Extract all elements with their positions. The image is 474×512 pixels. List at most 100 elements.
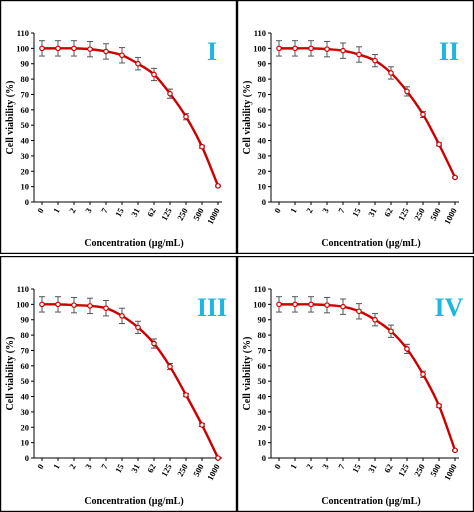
y-tick-label: 70: [258, 345, 267, 355]
data-point: [292, 45, 298, 52]
x-tick-label: 0: [35, 462, 46, 470]
y-tick-label: 70: [21, 89, 30, 99]
y-tick-label: 40: [258, 136, 267, 146]
data-point: [39, 45, 45, 52]
data-point: [167, 363, 173, 370]
x-tick-label: 7: [336, 206, 347, 215]
data-point: [87, 46, 93, 52]
x-axis-title: Concentration (µg/mL): [321, 496, 420, 507]
y-tick-label: 50: [21, 120, 30, 130]
x-tick-label: 125: [159, 206, 174, 222]
x-tick-label: 15: [113, 462, 126, 474]
y-tick-label: 80: [21, 74, 30, 84]
series-line-1: [40, 47, 220, 188]
data-point: [420, 111, 426, 118]
panel-border: [237, 256, 474, 512]
x-tick-label: 1: [288, 462, 299, 470]
data-point: [183, 113, 189, 120]
data-point: [324, 302, 330, 308]
x-axis-title: Concentration (µg/mL): [84, 496, 183, 507]
x-tick-label: 7: [99, 206, 110, 215]
panel-border: [0, 0, 238, 255]
data-point: [388, 70, 394, 76]
y-tick-label: 90: [21, 59, 30, 69]
data-point: [324, 46, 330, 52]
y-tick-label: 0: [25, 197, 29, 207]
x-tick-label: 1000: [205, 206, 222, 226]
data-point: [308, 45, 314, 52]
y-tick-label: 90: [258, 59, 267, 69]
y-tick-label: 10: [258, 438, 267, 448]
panel-border: [0, 256, 238, 512]
x-tick-label: 15: [113, 206, 126, 218]
data-point: [372, 57, 378, 64]
x-tick-label: 1000: [442, 206, 459, 226]
x-tick-label: 250: [412, 206, 427, 222]
x-tick-label: 3: [320, 206, 331, 214]
x-tick-label: 1: [51, 206, 62, 214]
series-line-1: [277, 303, 457, 452]
data-point: [215, 455, 221, 461]
x-tick-label: 15: [350, 462, 363, 474]
x-tick-label: 2: [304, 206, 315, 214]
x-tick-label: 500: [191, 462, 206, 478]
y-tick-label: 70: [258, 89, 267, 99]
y-tick-label: 10: [21, 182, 30, 192]
y-tick-label: 0: [25, 453, 29, 463]
data-point: [308, 301, 314, 308]
y-axis-title: Cell viability (%): [5, 337, 16, 411]
x-tick-label: 125: [159, 462, 174, 478]
y-tick-label: 0: [262, 197, 266, 207]
data-point: [151, 71, 157, 78]
x-tick-label: 31: [129, 206, 142, 218]
x-tick-label: 31: [366, 206, 379, 218]
y-tick-label: 30: [258, 407, 267, 417]
data-point: [87, 303, 93, 309]
y-axis-title: Cell viability (%): [242, 337, 253, 411]
y-tick-label: 50: [21, 376, 30, 386]
y-tick-label: 100: [16, 299, 29, 309]
data-point: [183, 392, 189, 398]
data-point: [292, 301, 298, 308]
y-tick-label: 100: [253, 299, 266, 309]
data-point: [340, 303, 346, 310]
data-point: [436, 402, 442, 409]
y-tick-label: 80: [258, 330, 267, 340]
y-tick-label: 20: [21, 422, 30, 432]
y-tick-label: 30: [258, 151, 267, 161]
x-tick-label: 125: [396, 462, 411, 478]
data-point: [135, 60, 141, 67]
y-tick-label: 70: [21, 345, 30, 355]
data-point: [151, 340, 157, 347]
data-point: [452, 447, 458, 454]
y-tick-label: 90: [21, 315, 30, 325]
x-tick-label: 500: [191, 206, 206, 222]
y-tick-label: 30: [21, 151, 30, 161]
x-tick-label: 3: [320, 462, 331, 470]
series-line-1: [40, 303, 220, 460]
data-point: [276, 45, 282, 52]
data-point: [167, 90, 173, 97]
data-point: [199, 422, 205, 428]
y-axis-title: Cell viability (%): [5, 81, 16, 155]
x-tick-label: 62: [382, 462, 395, 474]
x-tick-label: 62: [145, 206, 158, 218]
data-point: [452, 174, 458, 181]
y-tick-label: 20: [258, 422, 267, 432]
y-tick-label: 40: [21, 136, 30, 146]
y-tick-label: 10: [258, 182, 267, 192]
y-tick-label: 0: [262, 453, 266, 463]
data-point: [71, 302, 77, 308]
y-tick-label: 100: [253, 43, 266, 53]
y-tick-label: 30: [21, 407, 30, 417]
y-tick-label: 60: [21, 105, 30, 115]
x-tick-label: 62: [145, 462, 158, 474]
x-tick-label: 3: [83, 462, 94, 470]
x-tick-label: 31: [366, 462, 379, 474]
